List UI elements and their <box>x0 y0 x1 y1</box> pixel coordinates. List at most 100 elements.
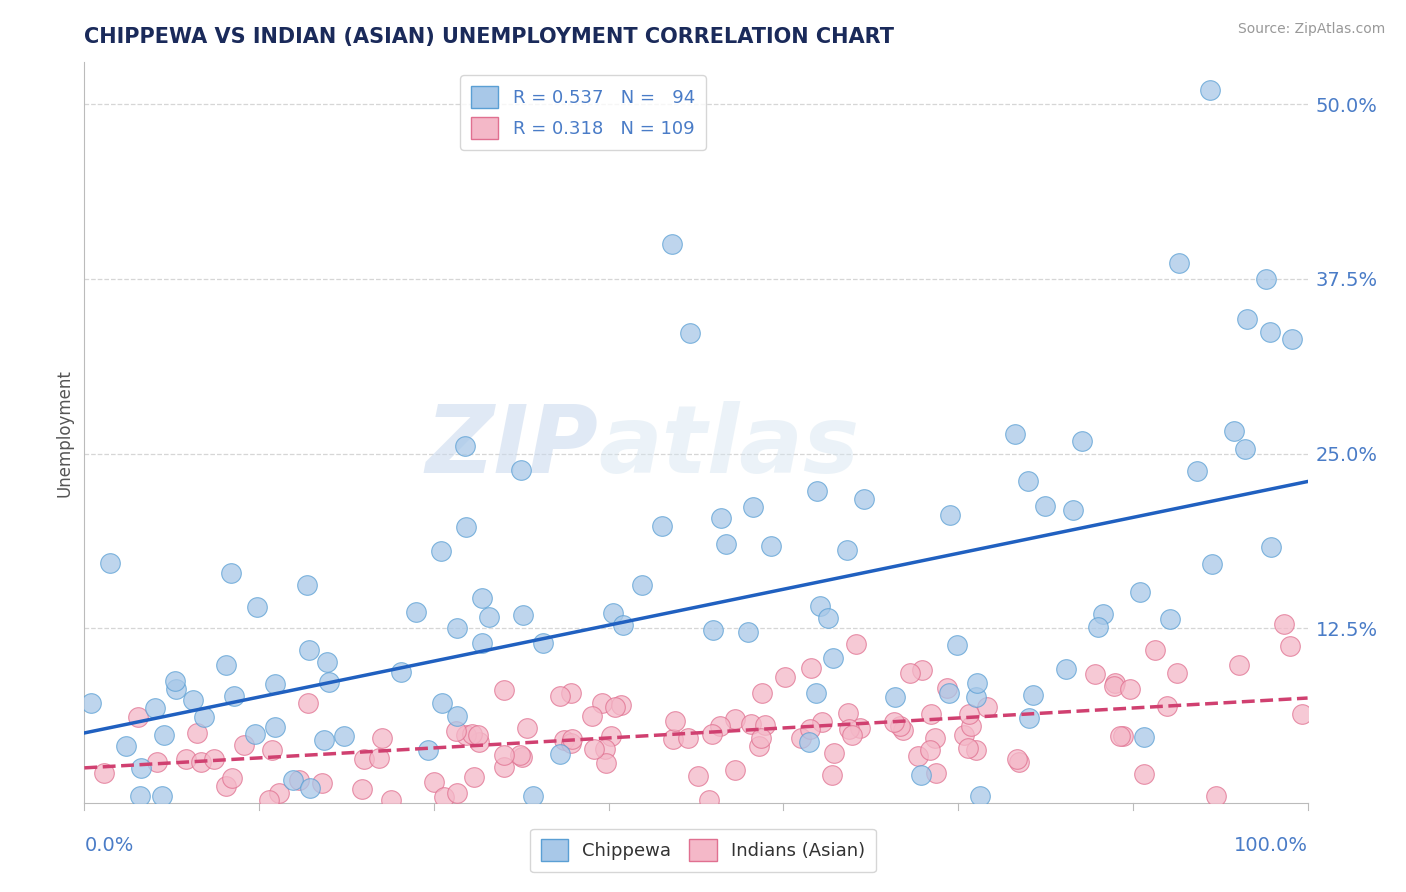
Point <box>817 611 839 625</box>
Point <box>446 723 468 738</box>
Point <box>821 767 844 781</box>
Point <box>93 766 115 780</box>
Point <box>911 663 934 677</box>
Point <box>314 733 336 747</box>
Point <box>1005 752 1028 766</box>
Point <box>298 643 321 657</box>
Point <box>651 519 673 533</box>
Point <box>1291 707 1313 722</box>
Point <box>1234 442 1257 457</box>
Point <box>380 793 402 807</box>
Point <box>583 741 606 756</box>
Point <box>260 743 283 757</box>
Point <box>145 701 167 715</box>
Point <box>1133 767 1156 781</box>
Point <box>821 650 844 665</box>
Point <box>1091 607 1114 621</box>
Point <box>920 706 942 721</box>
Point <box>724 763 747 777</box>
Point <box>509 747 531 762</box>
Point <box>128 789 150 803</box>
Text: ZIP: ZIP <box>425 401 598 493</box>
Legend: Chippewa, Indians (Asian): Chippewa, Indians (Asian) <box>530 829 876 872</box>
Point <box>697 793 720 807</box>
Point <box>353 752 375 766</box>
Point <box>806 483 828 498</box>
Point <box>146 755 169 769</box>
Point <box>709 719 731 733</box>
Point <box>221 772 243 786</box>
Point <box>446 786 468 800</box>
Point <box>1007 755 1029 769</box>
Point <box>845 637 868 651</box>
Point <box>853 492 876 507</box>
Point <box>215 658 238 673</box>
Point <box>837 706 859 720</box>
Point <box>454 520 477 534</box>
Point <box>925 766 948 780</box>
Point <box>153 728 176 742</box>
Point <box>246 599 269 614</box>
Point <box>1227 657 1250 672</box>
Point <box>938 686 960 700</box>
Point <box>1144 643 1167 657</box>
Point <box>299 781 322 796</box>
Point <box>471 591 494 606</box>
Point <box>1033 500 1056 514</box>
Point <box>1260 540 1282 554</box>
Point <box>165 681 187 696</box>
Point <box>965 690 987 705</box>
Point <box>965 743 987 757</box>
Point <box>129 761 152 775</box>
Point <box>602 607 624 621</box>
Point <box>883 714 905 729</box>
Point <box>1087 620 1109 634</box>
Point <box>429 544 451 558</box>
Point <box>969 789 991 803</box>
Point <box>742 500 765 514</box>
Point <box>509 463 531 477</box>
Point <box>610 698 633 712</box>
Point <box>1129 585 1152 599</box>
Point <box>494 748 516 763</box>
Point <box>661 731 683 746</box>
Point <box>1278 640 1301 654</box>
Point <box>548 747 571 761</box>
Point <box>966 675 988 690</box>
Point <box>898 666 921 681</box>
Point <box>748 739 770 753</box>
Point <box>1167 256 1189 270</box>
Point <box>202 752 225 766</box>
Point <box>1108 729 1130 743</box>
Point <box>1118 682 1140 697</box>
Point <box>910 768 932 782</box>
Point <box>405 605 427 619</box>
Point <box>716 536 738 550</box>
Point <box>661 237 683 252</box>
Point <box>790 731 813 745</box>
Point <box>1062 503 1084 517</box>
Point <box>773 670 796 684</box>
Point <box>553 733 575 747</box>
Point <box>430 696 453 710</box>
Point <box>603 700 626 714</box>
Point <box>1198 83 1220 97</box>
Point <box>1185 464 1208 478</box>
Text: 100.0%: 100.0% <box>1233 836 1308 855</box>
Point <box>478 610 501 624</box>
Point <box>264 677 287 691</box>
Text: atlas: atlas <box>598 401 859 493</box>
Point <box>723 712 745 726</box>
Point <box>243 727 266 741</box>
Point <box>924 731 946 746</box>
Point <box>591 697 613 711</box>
Point <box>1004 427 1026 442</box>
Point <box>461 727 484 741</box>
Point <box>190 755 212 769</box>
Point <box>612 618 634 632</box>
Point <box>115 739 138 753</box>
Legend: R = 0.537   N =   94, R = 0.318   N = 109: R = 0.537 N = 94, R = 0.318 N = 109 <box>460 75 706 150</box>
Point <box>371 731 394 745</box>
Point <box>219 566 242 581</box>
Point <box>838 722 860 736</box>
